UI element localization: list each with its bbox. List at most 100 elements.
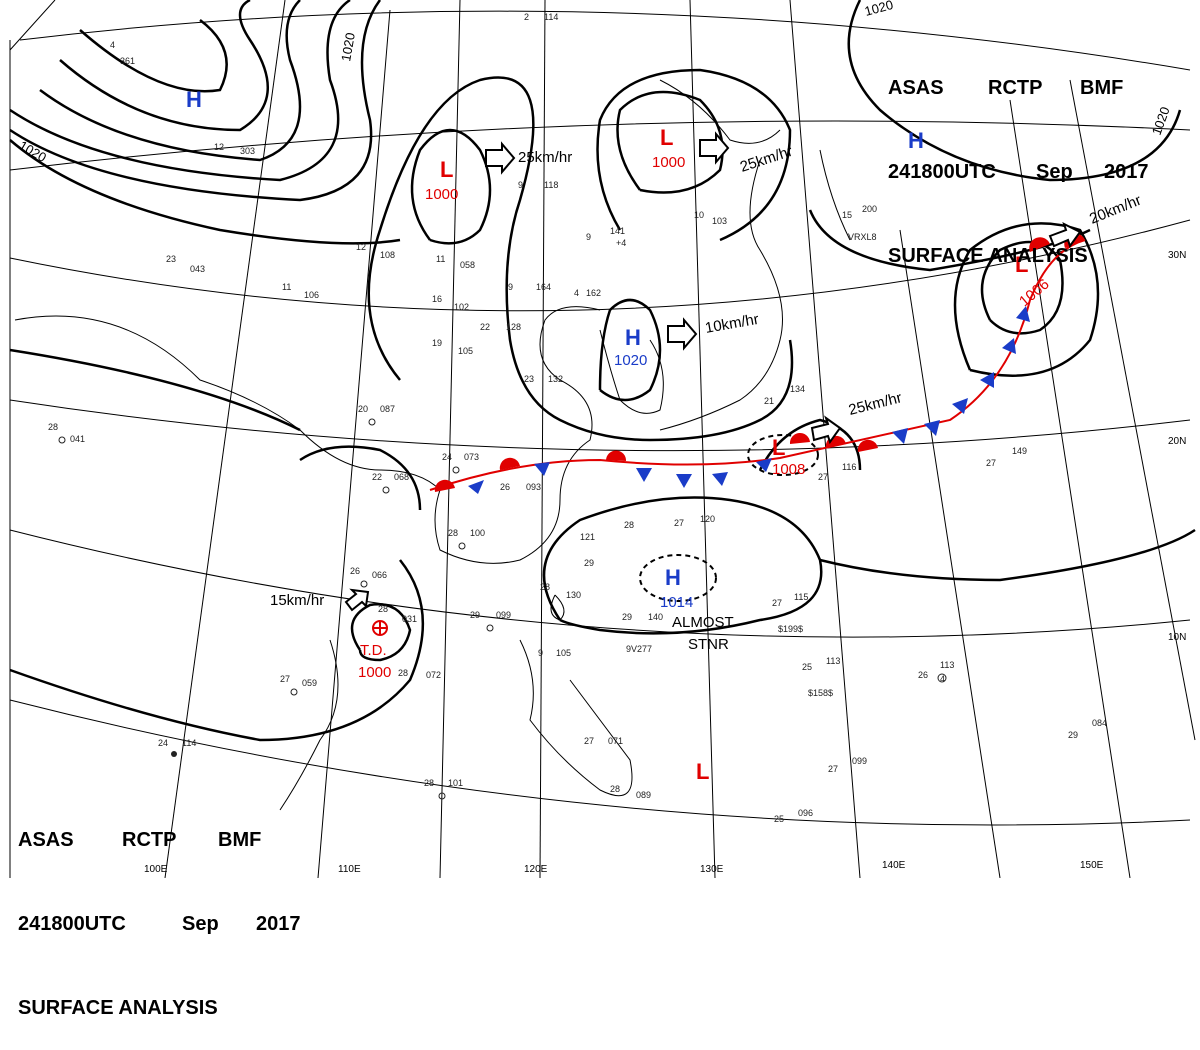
title-code: BMF: [1080, 77, 1124, 99]
svg-text:26: 26: [350, 566, 360, 576]
svg-text:2: 2: [524, 12, 529, 22]
parallel-0: [9, 699, 1191, 826]
isobar-west-band: [9, 348, 301, 432]
svg-text:073: 073: [464, 452, 479, 462]
meridian-90e: [9, 0, 56, 51]
meridian-110e: [317, 9, 391, 878]
meridian-120e: [539, 0, 546, 878]
svg-text:4: 4: [574, 288, 579, 298]
svg-text:9V277: 9V277: [626, 644, 652, 654]
isobar-mid-1: [299, 445, 422, 511]
station-plot: 9 164: [508, 282, 551, 292]
lat-label-30n: 30N: [1168, 250, 1186, 261]
svg-text:113: 113: [940, 660, 954, 670]
svg-text:099: 099: [852, 756, 867, 766]
svg-text:118: 118: [544, 180, 558, 190]
remark-line1: ALMOST: [672, 614, 734, 631]
svg-text:21: 21: [764, 396, 774, 406]
svg-text:068: 068: [394, 472, 409, 482]
svg-text:100: 100: [470, 528, 485, 538]
title-agency: ASAS: [888, 77, 944, 99]
svg-text:$199$: $199$: [778, 624, 803, 634]
station-plot: 28 089: [610, 784, 651, 800]
svg-text:106: 106: [304, 290, 319, 300]
coast-sakhalin: [819, 149, 851, 241]
cold-symbol: [1002, 338, 1016, 354]
svg-text:099: 099: [496, 610, 511, 620]
title-top-line3: SURFACE ANALYSIS: [888, 245, 1088, 267]
isobar-low-east-outer: [953, 222, 1100, 377]
svg-text:116: 116: [842, 462, 856, 472]
station-plot: 15 200 VRXL8: [842, 204, 877, 242]
cold-symbol: [712, 472, 728, 486]
lon-label-100e: 100E: [144, 864, 168, 875]
warm-symbol: [789, 432, 810, 444]
svg-text:VRXL8: VRXL8: [848, 232, 877, 242]
station-plot: 28 130: [540, 582, 581, 600]
svg-text:29: 29: [622, 612, 632, 622]
svg-text:24: 24: [158, 738, 168, 748]
arrow-north1: [485, 141, 516, 175]
warm-symbol: [434, 479, 455, 492]
cold-symbol: [924, 420, 940, 436]
svg-text:103: 103: [712, 216, 727, 226]
svg-text:132: 132: [548, 374, 563, 384]
svg-text:10: 10: [694, 210, 704, 220]
stationary-front: [429, 233, 1086, 494]
station-plot: 12 303: [214, 142, 255, 156]
svg-text:130: 130: [566, 590, 581, 600]
station-plot: 22 068: [372, 472, 409, 494]
isobar-japan-low: [758, 418, 862, 471]
low-value-japan: 1008: [772, 461, 805, 478]
station-plot: 9 118: [518, 180, 558, 190]
title-code: BMF: [218, 829, 262, 851]
station-plot: 22 128: [480, 322, 521, 332]
td-value: 1000: [358, 664, 391, 681]
isobar-label-1: 1020: [338, 31, 358, 62]
isobar-nw-3: [39, 0, 302, 162]
svg-text:22: 22: [372, 472, 382, 482]
station-plot: 29: [584, 558, 594, 568]
isobar-low-north1: [410, 128, 492, 245]
svg-text:19: 19: [432, 338, 442, 348]
meridian-130e: [689, 0, 716, 878]
svg-text:101: 101: [448, 778, 463, 788]
svg-text:093: 093: [526, 482, 541, 492]
isobar-1020-ne: [847, 0, 1182, 182]
svg-text:20: 20: [358, 404, 368, 414]
isobar-nw-5: [79, 19, 228, 93]
svg-text:089: 089: [636, 790, 651, 800]
cold-symbol: [676, 474, 692, 488]
isobar-low-north2-inner: [616, 90, 724, 194]
station-plot: 9 105: [538, 648, 571, 658]
coast-north: [659, 79, 781, 144]
svg-text:162: 162: [586, 288, 601, 298]
svg-text:4: 4: [110, 40, 115, 50]
svg-text:+4: +4: [616, 238, 626, 248]
svg-text:141: 141: [610, 226, 625, 236]
title-bottom-line1: ASAS RCTP BMF: [18, 826, 301, 854]
svg-text:28: 28: [610, 784, 620, 794]
title-top-line2: 241800UTC Sep 2017: [888, 158, 1149, 186]
svg-text:041: 041: [70, 434, 85, 444]
title-bottom-line2: 241800UTC Sep 2017: [18, 910, 301, 938]
isobar-low-north2-outer: [596, 68, 792, 242]
cold-symbol: [952, 398, 968, 414]
high-symbol-korea: H: [625, 325, 641, 350]
station-plot: 16 102: [432, 294, 469, 312]
arrow-korea: [667, 317, 698, 351]
svg-text:26: 26: [918, 670, 928, 680]
title-time: 241800UTC: [888, 161, 996, 183]
isobar-nw-6: [9, 139, 401, 245]
lon-label-130e: 130E: [700, 864, 724, 875]
isobar-east-band: [819, 528, 1196, 582]
weather-map: H L 1000 L 1000 H H 1020 L 1006 L 1008 H…: [0, 0, 1200, 878]
meridian-115e: [439, 0, 461, 878]
svg-text:4: 4: [940, 674, 945, 684]
map-background: [0, 0, 1200, 878]
svg-text:134: 134: [790, 384, 805, 394]
svg-text:114: 114: [182, 738, 196, 748]
svg-text:29: 29: [470, 610, 480, 620]
motion-label-north1: 25km/hr: [518, 149, 572, 166]
svg-text:12: 12: [214, 142, 224, 152]
